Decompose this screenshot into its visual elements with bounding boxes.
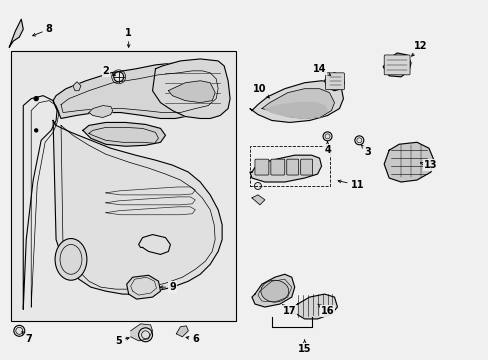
Bar — [11, 51, 236, 321]
Text: 1: 1 — [125, 28, 132, 47]
Ellipse shape — [323, 132, 331, 141]
Polygon shape — [83, 122, 165, 146]
Text: 7: 7 — [22, 332, 33, 344]
Polygon shape — [251, 274, 294, 307]
Text: 4: 4 — [324, 141, 330, 155]
Ellipse shape — [254, 183, 261, 189]
FancyBboxPatch shape — [300, 159, 312, 175]
FancyBboxPatch shape — [325, 73, 344, 90]
Text: 13: 13 — [420, 160, 437, 170]
Polygon shape — [152, 59, 230, 118]
Text: 5: 5 — [115, 336, 129, 346]
Text: 6: 6 — [185, 334, 198, 344]
Text: 2: 2 — [102, 66, 115, 76]
Ellipse shape — [14, 325, 25, 336]
Polygon shape — [383, 53, 410, 77]
Polygon shape — [73, 82, 81, 91]
Ellipse shape — [261, 280, 288, 302]
FancyBboxPatch shape — [254, 159, 268, 175]
FancyBboxPatch shape — [270, 159, 284, 175]
Text: 14: 14 — [312, 64, 330, 75]
Ellipse shape — [114, 72, 123, 82]
Text: 3: 3 — [361, 145, 370, 157]
Polygon shape — [126, 275, 160, 299]
Ellipse shape — [354, 136, 363, 145]
Polygon shape — [9, 19, 23, 47]
FancyBboxPatch shape — [384, 55, 409, 75]
Polygon shape — [384, 142, 433, 182]
Polygon shape — [53, 121, 222, 294]
Text: 12: 12 — [411, 41, 427, 56]
Polygon shape — [251, 195, 264, 205]
Text: 10: 10 — [253, 84, 269, 98]
Ellipse shape — [55, 239, 87, 280]
Polygon shape — [176, 326, 188, 337]
Polygon shape — [168, 81, 215, 103]
Polygon shape — [262, 89, 334, 118]
Polygon shape — [249, 155, 321, 182]
Text: 8: 8 — [33, 24, 52, 36]
Polygon shape — [293, 294, 337, 319]
Ellipse shape — [35, 129, 38, 132]
Polygon shape — [53, 61, 224, 118]
Text: 9: 9 — [160, 282, 175, 292]
Polygon shape — [264, 103, 327, 118]
Polygon shape — [249, 81, 343, 122]
Text: 11: 11 — [337, 180, 364, 190]
Bar — [249, 146, 329, 186]
FancyBboxPatch shape — [286, 159, 298, 175]
Ellipse shape — [34, 96, 38, 100]
Polygon shape — [324, 73, 344, 91]
Polygon shape — [89, 105, 113, 117]
Text: 16: 16 — [317, 304, 334, 316]
Text: 17: 17 — [282, 305, 296, 316]
Text: 15: 15 — [297, 340, 311, 354]
Ellipse shape — [138, 328, 152, 342]
Polygon shape — [130, 324, 152, 341]
